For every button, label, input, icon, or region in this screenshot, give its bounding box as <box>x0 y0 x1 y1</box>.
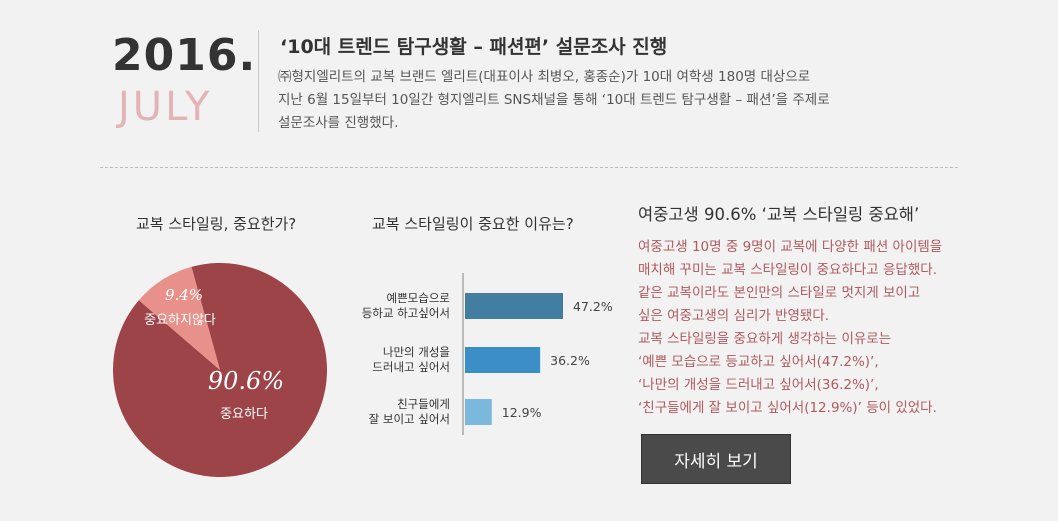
bar-value-label: 47.2% <box>573 299 613 314</box>
pie-slice <box>138 266 220 370</box>
pie-slice-label: 중요하지않다 <box>144 313 216 328</box>
summary-line: ‘나만의 개성을 드러내고 싶어서(36.2%)’, <box>638 377 879 393</box>
intro-line: ㈜형지엘리트의 교복 브랜드 엘리트(대표이사 최병오, 홍종순)가 10대 여… <box>278 69 811 85</box>
bar-chart-title: 교복 스타일링이 중요한 이유는? <box>372 215 574 233</box>
summary-line: 같은 교복이라도 본인만의 스타일로 멋지게 보이고 <box>638 285 921 301</box>
intro-line: 설문조사를 진행했다. <box>278 115 399 131</box>
bar-value-label: 36.2% <box>550 353 590 368</box>
pie-value-label: 90.6% <box>208 367 284 395</box>
summary-body: 여중고생 10명 중 9명이 교복에 다양한 패션 아이템을 매치해 꾸미는 교… <box>638 236 968 420</box>
bar-category-label: 친구들에게 <box>397 397 450 411</box>
bar-value-label: 12.9% <box>502 405 542 420</box>
pie-slice <box>113 263 328 477</box>
intro-text: ㈜형지엘리트의 교복 브랜드 엘리트(대표이사 최병오, 홍종순)가 10대 여… <box>278 66 938 135</box>
pie-chart-title: 교복 스타일링, 중요한가? <box>136 215 297 233</box>
summary-title: 여중고생 90.6% ‘교복 스타일링 중요해’ <box>638 205 920 224</box>
pie-value-label: 9.4% <box>165 286 203 304</box>
summary-line: 싶은 여중고생의 심리가 반영됐다. <box>638 308 830 324</box>
date-year: 2016. <box>112 30 257 81</box>
bar <box>465 347 541 373</box>
bar-category-label: 잘 보이고 싶어서 <box>369 412 450 426</box>
bar-category-label: 나만의 개성을 <box>383 345 450 359</box>
section-divider <box>100 167 958 168</box>
more-button[interactable]: 자세히 보기 <box>641 434 791 484</box>
headline: ‘10대 트렌드 탐구생활 – 패션편’ 설문조사 진행 <box>280 36 668 58</box>
summary-line: 여중고생 10명 중 9명이 교복에 다양한 패션 아이템을 <box>638 239 943 255</box>
bar-category-label: 드러내고 싶어서 <box>372 360 450 374</box>
bar-category-label: 예쁜모습으로 <box>387 291 450 305</box>
pie-slice-label: 중요하다 <box>220 407 268 422</box>
bar-category-label: 등하교 하고싶어서 <box>362 306 450 320</box>
bar <box>465 293 563 319</box>
date-month: JULY <box>118 84 213 130</box>
summary-line: ‘예쁜 모습으로 등교하고 싶어서(47.2%)’, <box>638 354 879 370</box>
header-divider <box>258 30 259 132</box>
summary-line: ‘친구들에게 잘 보이고 싶어서(12.9%)’ 등이 있었다. <box>638 400 937 416</box>
intro-line: 지난 6월 15일부터 10일간 형지엘리트 SNS채널을 통해 ‘10대 트렌… <box>278 92 830 108</box>
summary-line: 교복 스타일링을 중요하게 생각하는 이유로는 <box>638 331 892 347</box>
summary-line: 매치해 꾸미는 교복 스타일링이 중요하다고 응답했다. <box>638 262 937 278</box>
bar <box>465 399 492 425</box>
